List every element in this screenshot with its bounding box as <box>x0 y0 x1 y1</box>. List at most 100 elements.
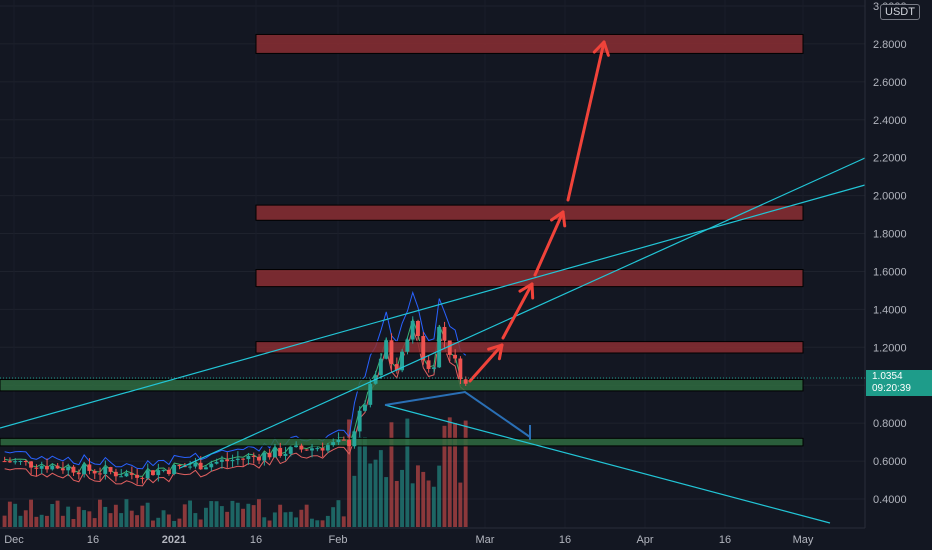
volume-bar <box>458 482 463 527</box>
volume-bar <box>310 518 314 527</box>
volume-bar <box>363 437 367 527</box>
candle-body <box>458 358 463 380</box>
price-tick-label: 0.6000 <box>873 456 907 468</box>
candle-body <box>113 471 118 477</box>
volume-bar <box>463 420 468 527</box>
candle-body <box>50 465 55 470</box>
candle-body <box>76 472 81 475</box>
volume-bar <box>299 509 304 527</box>
volume-bar <box>331 507 336 527</box>
arrow-to-2-8-head <box>592 40 606 54</box>
candle-body <box>71 466 76 473</box>
volume-bar <box>272 512 277 527</box>
ascending-trendline <box>0 184 866 429</box>
candle-body <box>431 367 436 369</box>
candle-body <box>447 340 452 355</box>
volume-bar <box>442 425 447 527</box>
volume-bar <box>352 475 357 527</box>
volume-bar <box>373 459 378 527</box>
volume-bar <box>283 512 288 527</box>
bearish-projection <box>384 390 531 438</box>
volume-bar <box>119 513 124 527</box>
resistance-zone <box>255 341 804 354</box>
candle-body <box>39 465 44 469</box>
time-tick-label: 2021 <box>162 534 186 546</box>
volume-bar <box>140 505 145 527</box>
candle-body <box>188 466 192 468</box>
volume-bar <box>209 501 214 527</box>
candle-body <box>262 452 267 461</box>
candle-body <box>442 326 447 341</box>
candle-body <box>55 465 60 469</box>
candle-body <box>103 467 108 474</box>
last-price-tag: 1.0354 09:20:39 <box>866 370 932 396</box>
volume-bar <box>325 515 330 527</box>
volume-bar <box>76 506 81 527</box>
price-axis[interactable]: 0.40000.60000.80001.00001.20001.40001.60… <box>873 1 907 506</box>
candle-body <box>129 473 134 475</box>
candle-body <box>161 469 166 471</box>
price-zones <box>0 33 804 447</box>
volume-bar <box>161 510 166 527</box>
volume-bar <box>410 483 415 527</box>
candle-body <box>426 360 431 369</box>
candle-body <box>368 383 373 405</box>
volume-bar <box>405 418 410 527</box>
candle-body <box>315 448 320 450</box>
arrow-to-1-9 <box>533 210 565 277</box>
volume-bar <box>294 517 298 527</box>
last-price-value: 1.0354 <box>872 371 903 382</box>
descending-trendline <box>384 404 831 524</box>
volume-bar <box>55 500 60 527</box>
volume-bar <box>129 510 134 527</box>
volume-bar <box>315 520 320 527</box>
time-tick-label: May <box>793 534 814 546</box>
time-tick-label: 16 <box>719 534 731 546</box>
volume-bar <box>262 517 267 527</box>
volume-bar <box>193 513 198 527</box>
volume-bar <box>92 518 97 527</box>
time-tick-label: 16 <box>87 534 99 546</box>
volume-bar <box>246 503 251 527</box>
volume-bar <box>421 471 426 527</box>
volume-bar <box>431 486 436 527</box>
time-tick-label: Dec <box>4 534 24 546</box>
volume-bar <box>204 507 208 527</box>
volume-bar <box>198 519 203 527</box>
volume-bar <box>18 515 23 527</box>
upper-band-line <box>4 290 467 470</box>
projection-arrows <box>468 40 610 383</box>
candle-body <box>87 464 92 471</box>
candle-body <box>34 467 39 469</box>
volume-bar <box>66 506 71 527</box>
candle-body <box>463 379 468 384</box>
currency-badge[interactable]: USDT <box>880 4 920 20</box>
candle-body <box>92 470 97 474</box>
volume-bar <box>336 500 341 527</box>
volume-bar <box>267 520 272 527</box>
candle-body <box>135 474 139 478</box>
candle-body <box>246 455 251 460</box>
price-tick-label: 1.2000 <box>873 342 907 354</box>
arrow-to-1-55-head <box>530 282 535 300</box>
candle-body <box>394 364 399 371</box>
candle-body <box>177 464 182 467</box>
candle-body <box>172 464 177 475</box>
candle-body <box>272 447 277 458</box>
volume-bar <box>108 513 113 527</box>
volume-bar <box>453 423 457 527</box>
candle-body <box>98 473 102 475</box>
volume-bar <box>87 511 92 527</box>
candle-body <box>453 354 457 359</box>
price-tick-label: 2.6000 <box>873 77 907 89</box>
volume-bars <box>2 417 468 527</box>
time-axis[interactable]: Dec 16 2021 16 Feb Mar 16 Apr 16 May <box>4 534 814 546</box>
volume-bar <box>378 450 383 527</box>
candle-body <box>60 468 65 471</box>
candle-body <box>182 466 187 468</box>
candle-body <box>82 464 86 475</box>
candle-body <box>310 448 314 451</box>
volume-bar <box>113 504 118 527</box>
volume-bar <box>214 501 219 527</box>
